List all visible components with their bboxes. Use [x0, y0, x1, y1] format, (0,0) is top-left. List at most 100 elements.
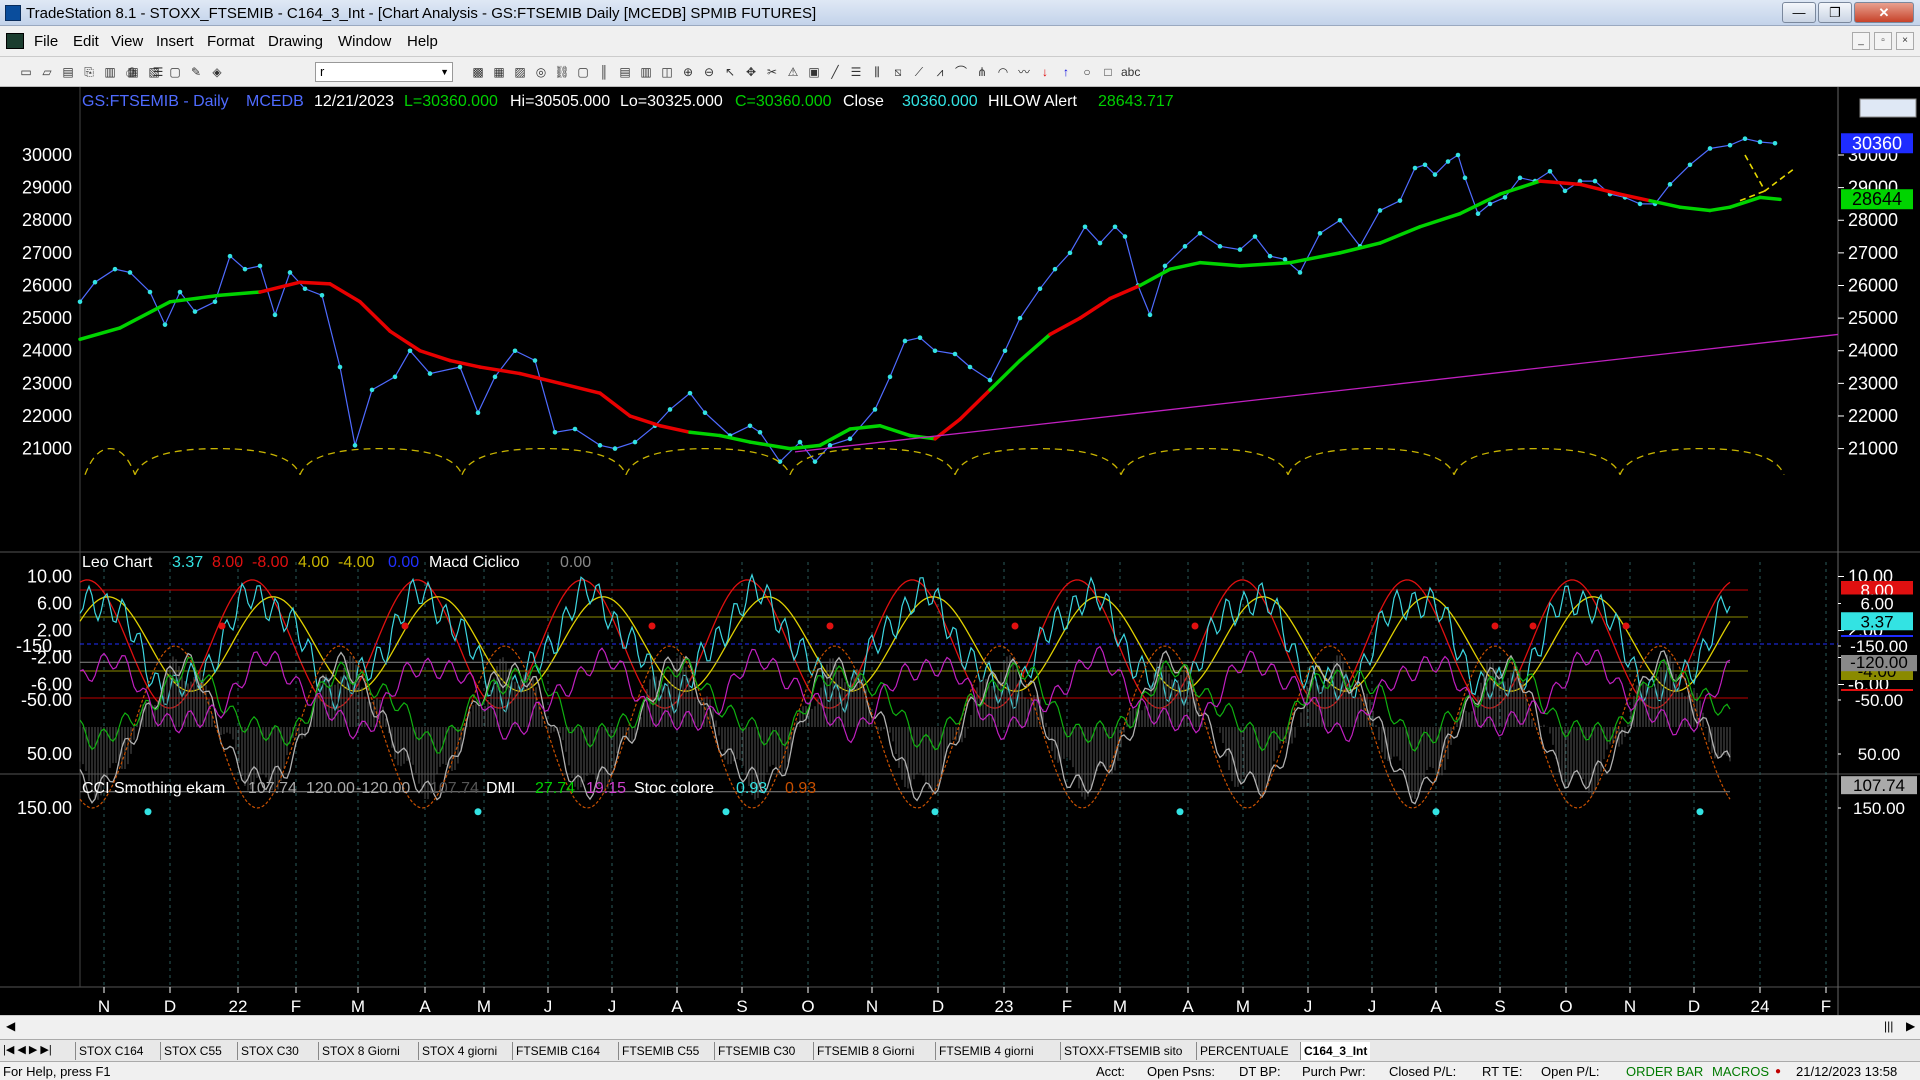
menu-window[interactable]: Window [338, 33, 392, 50]
menu-insert[interactable]: Insert [156, 33, 194, 50]
window-icon[interactable]: ▩ [472, 65, 484, 79]
hilow-ma-segment [1758, 195, 1782, 202]
pointer-icon[interactable]: ↖ [724, 65, 736, 79]
zoom-out-icon[interactable]: ⊖ [703, 65, 715, 79]
symbol-list-icon[interactable]: ☰ [152, 65, 164, 79]
arrow-up-icon[interactable]: ↑ [1063, 65, 1069, 79]
macro-icon[interactable]: ▣ [808, 65, 820, 79]
copy-icon[interactable]: ⎘ [84, 65, 94, 79]
open-icon[interactable]: ▱ [42, 65, 52, 79]
hilow-ma-segment [1108, 283, 1142, 301]
mdi-close-button[interactable]: × [1896, 32, 1914, 50]
bars-icon[interactable]: ║ [599, 65, 609, 79]
hilow-ma-segment [1338, 241, 1382, 255]
mdi-minimize-button[interactable]: _ [1852, 32, 1870, 50]
menu-edit[interactable]: Edit [73, 33, 99, 50]
chevron-down-icon[interactable]: ▼ [440, 67, 449, 77]
tools-icon[interactable]: ✂ [766, 65, 778, 79]
save-icon[interactable]: ▤ [62, 65, 74, 79]
chart-area[interactable]: N D 22 F M A M J J A S O N D 23 F M A M J J A S O N D 24 F300003000… [0, 87, 1920, 1015]
tab-stox-c30[interactable]: STOX C30 [237, 1042, 302, 1060]
tile-icon[interactable]: ▦ [493, 65, 505, 79]
page-icon[interactable]: ▢ [577, 65, 589, 79]
cycle-icon[interactable]: ◠ [997, 65, 1009, 79]
insert-icon[interactable]: ▦ [127, 65, 139, 79]
print-icon[interactable]: ▥ [104, 65, 116, 79]
hline-icon[interactable]: ☰ [850, 65, 862, 79]
menu-format[interactable]: Format [207, 33, 255, 50]
printer-icon[interactable]: ⎙ [126, 65, 136, 79]
projection-line [1739, 190, 1766, 202]
menu-file[interactable]: File [34, 33, 59, 50]
chart-icon[interactable]: ▨ [514, 65, 526, 79]
cci-tag-bg [1841, 745, 1917, 763]
window2-icon[interactable]: ▥ [640, 65, 652, 79]
new-icon[interactable]: ▭ [20, 65, 32, 79]
link-icon[interactable]: ⛓ [554, 65, 570, 79]
draw-icon[interactable]: ✎ [190, 65, 202, 79]
arrow-down-icon[interactable]: ↓ [1042, 65, 1048, 79]
stoc-top-dot [931, 808, 939, 816]
maximize-button[interactable]: ❐ [1818, 2, 1852, 23]
hilow-ma-segment [1618, 192, 1652, 203]
format-icon[interactable]: ▧ [148, 65, 160, 79]
rectangle-icon[interactable]: □ [1104, 65, 1112, 79]
scroll-thumb-icon[interactable]: ||| [1884, 1019, 1894, 1033]
tab-ftsemib-8-giorni[interactable]: FTSEMIB 8 Giorni [813, 1042, 917, 1060]
panel3-value-4: 107.74 [430, 780, 479, 797]
minimize-button[interactable]: — [1782, 2, 1816, 23]
symbol-input[interactable]: r ▼ [315, 62, 453, 82]
price-dot [212, 299, 218, 305]
price-dot [512, 348, 518, 354]
fib-icon[interactable]: ⟋ [914, 65, 924, 79]
tab-percentuale[interactable]: PERCENTUALE [1196, 1042, 1292, 1060]
scroll-right-icon[interactable]: ▶ [1906, 1019, 1916, 1033]
status-macros[interactable]: MACROS [1712, 1064, 1770, 1079]
hilow-ma-segment [718, 433, 752, 444]
zoom-in-icon[interactable]: ⊕ [682, 65, 694, 79]
status-order-bar[interactable]: ORDER BAR [1626, 1064, 1704, 1079]
text-icon[interactable]: abc [1121, 65, 1141, 79]
hilow-ma-segment [388, 329, 422, 353]
lock-icon[interactable]: ▢ [169, 65, 181, 79]
panel2-value-2: 8.00 [212, 554, 243, 571]
tab-nav-first-icon[interactable]: |◀ ◀ ▶ ▶| [3, 1044, 52, 1056]
tab-stox-c164[interactable]: STOX C164 [75, 1042, 146, 1060]
tab-ftsemib-c55[interactable]: FTSEMIB C55 [618, 1042, 702, 1060]
arc-icon[interactable]: ⌒ [954, 65, 967, 79]
panel-window-buttons[interactable] [1859, 98, 1917, 118]
tab-stox-8-giorni[interactable]: STOX 8 Giorni [318, 1042, 403, 1060]
horizontal-scrollbar[interactable]: ◀ ||| ▶ [0, 1015, 1920, 1039]
trendline-icon[interactable]: ╱ [831, 65, 839, 79]
radar-icon[interactable]: ◎ [535, 65, 547, 79]
tab-stox-c55[interactable]: STOX C55 [160, 1042, 225, 1060]
menu-view[interactable]: View [111, 33, 144, 50]
price-dot [1182, 244, 1188, 249]
ellipse-icon[interactable]: ○ [1083, 65, 1091, 79]
scroll-left-icon[interactable]: ◀ [6, 1019, 16, 1033]
tab-stox-4-giorni[interactable]: STOX 4 giorni [418, 1042, 500, 1060]
price-dot [242, 266, 248, 272]
tab-stoxx-ftsemib-sito[interactable]: STOXX-FTSEMIB sito [1060, 1042, 1185, 1060]
palette-icon[interactable]: ◈ [212, 65, 222, 79]
close-button[interactable]: ✕ [1854, 2, 1914, 23]
mdi-restore-button[interactable]: ▫ [1874, 32, 1892, 50]
hilow-ma-segment [518, 371, 562, 386]
tab-ftsemib-4-giorni[interactable]: FTSEMIB 4 giorni [935, 1042, 1037, 1060]
freehand-icon[interactable]: 〰 [1017, 65, 1030, 79]
tab-c164-3-int[interactable]: C164_3_Int [1300, 1042, 1371, 1060]
vline-icon[interactable]: ⫼ [874, 65, 880, 79]
tab-ftsemib-c30[interactable]: FTSEMIB C30 [714, 1042, 798, 1060]
channel-icon[interactable]: ⧅ [894, 65, 902, 79]
pitchfork-icon[interactable]: ⋔ [976, 65, 988, 79]
indicator-icon[interactable]: ◫ [661, 65, 673, 79]
menu-help[interactable]: Help [407, 33, 438, 50]
menu-drawing[interactable]: Drawing [268, 33, 324, 50]
tab-ftsemib-c164[interactable]: FTSEMIB C164 [512, 1042, 603, 1060]
data-icon[interactable]: ▤ [619, 65, 631, 79]
hand-icon[interactable]: ✥ [745, 65, 757, 79]
price-axis-label-left: 27000 [22, 243, 72, 263]
gann-icon[interactable]: ⩘ [936, 65, 944, 79]
chart-window-icon[interactable] [6, 33, 24, 49]
alert-icon[interactable]: ⚠ [787, 65, 799, 79]
